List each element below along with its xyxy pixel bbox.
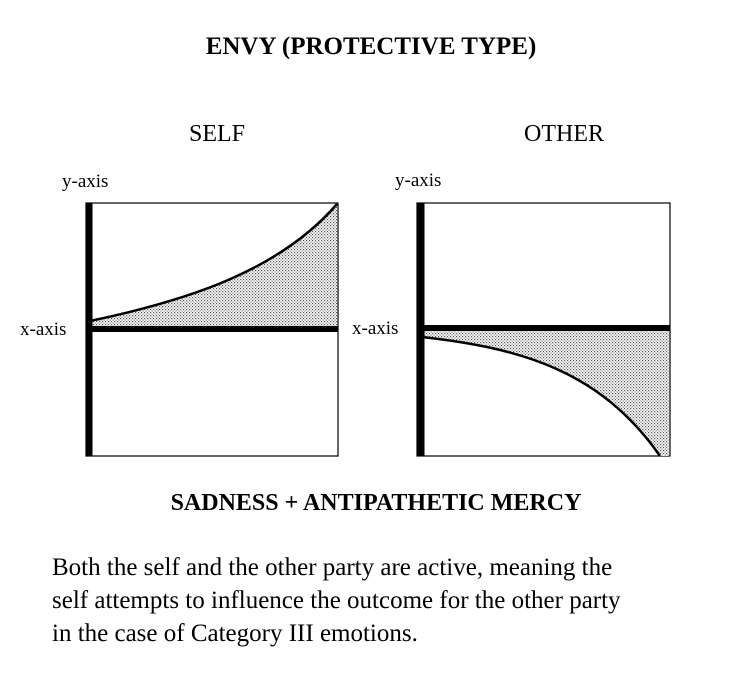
self-panel-label: SELF bbox=[189, 121, 246, 147]
description-line: self attempts to influence the outcome f… bbox=[52, 587, 621, 614]
description-line: Both the self and the other party are ac… bbox=[52, 554, 613, 581]
other-y-axis-label: y-axis bbox=[395, 170, 442, 191]
self-curve bbox=[89, 203, 338, 323]
other-curve bbox=[421, 335, 662, 457]
diagram-title: ENVY (PROTECTIVE TYPE) bbox=[205, 33, 537, 60]
self-plot bbox=[85, 202, 339, 457]
other-x-axis-label: x-axis bbox=[352, 318, 399, 339]
self-y-axis-label: y-axis bbox=[62, 171, 109, 192]
self-x-axis-label: x-axis bbox=[20, 319, 67, 340]
other-panel-label: OTHER bbox=[524, 121, 604, 147]
description-line: in the case of Category III emotions. bbox=[52, 620, 418, 647]
self-shaded-area bbox=[90, 204, 337, 329]
other-shaded-area bbox=[422, 331, 669, 456]
description: Both the self and the other party are ac… bbox=[52, 551, 732, 650]
diagram-subtitle: SADNESS + ANTIPATHETIC MERCY bbox=[170, 490, 582, 516]
other-plot bbox=[416, 202, 671, 457]
